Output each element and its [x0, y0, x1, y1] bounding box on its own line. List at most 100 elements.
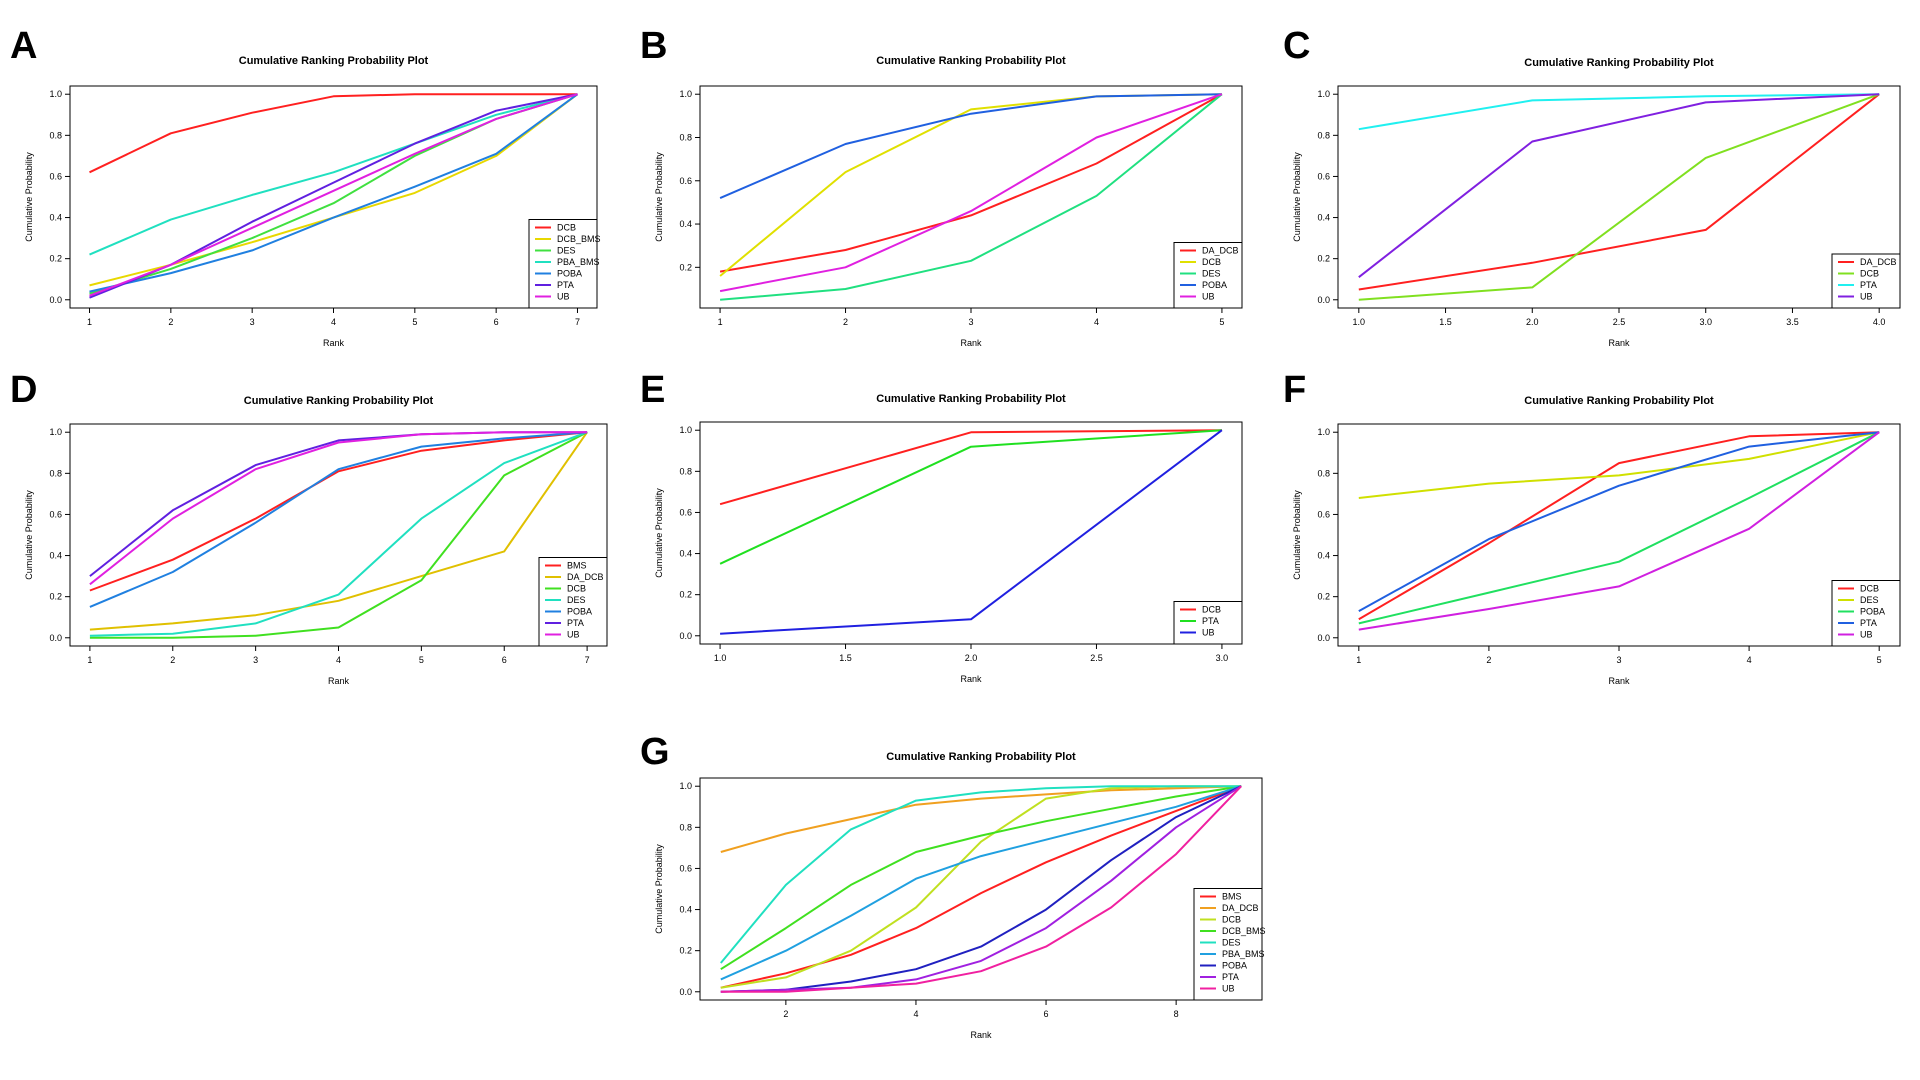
legend-box — [528, 219, 598, 309]
legend-label: DES — [1222, 938, 1241, 948]
x-tick-label: 1.0 — [714, 653, 727, 663]
legend-label: DCB — [557, 223, 576, 233]
x-tick-label: 5 — [1877, 655, 1882, 665]
x-tick-label: 3.0 — [1699, 317, 1712, 327]
x-tick-label: 3 — [1616, 655, 1621, 665]
y-axis-label: Cumulative Probability — [1292, 490, 1302, 580]
series-line-ub — [719, 93, 1223, 293]
legend-label: DES — [567, 595, 586, 605]
y-tick-label: 1.0 — [679, 425, 692, 435]
x-tick-label: 1.0 — [1353, 317, 1366, 327]
chart-panel-G: G Cumulative Ranking Probability Plot 2 4 6 8… — [640, 731, 1266, 1040]
series-line-poba — [89, 93, 579, 293]
x-axis-label: Rank — [960, 338, 982, 348]
y-axis-label: Cumulative Probability — [24, 152, 34, 242]
y-tick-label: 0.8 — [679, 466, 692, 476]
plot-frame — [1337, 423, 1901, 647]
legend-label: UB — [1222, 984, 1235, 994]
y-tick-label: 0.2 — [1317, 592, 1330, 602]
legend-label: UB — [1860, 292, 1873, 302]
x-tick-label: 1 — [87, 655, 92, 665]
y-tick-label: 1.0 — [679, 781, 692, 791]
x-tick-label: 1.5 — [1439, 317, 1452, 327]
series-line-da-dcb — [89, 431, 588, 631]
x-tick-label: 4 — [1747, 655, 1752, 665]
x-tick-label: 2.0 — [965, 653, 978, 663]
series-line-bms — [89, 431, 588, 592]
legend-label: UB — [1860, 630, 1873, 640]
series-line-pta — [1358, 431, 1880, 612]
legend-label: UB — [1202, 628, 1215, 638]
legend-label: DCB — [1202, 257, 1221, 267]
panel-letter: C — [1283, 25, 1310, 67]
x-tick-label: 5 — [1219, 317, 1224, 327]
legend-label: DCB — [1860, 584, 1879, 594]
x-tick-label: 2.0 — [1526, 317, 1539, 327]
series-line-bms — [720, 785, 1242, 989]
legend-label: DA_DCB — [567, 572, 604, 582]
y-tick-label: 0.4 — [49, 213, 62, 223]
chart-title: Cumulative Ranking Probability Plot — [1524, 395, 1714, 407]
y-tick-label: 0.2 — [1317, 254, 1330, 264]
series-line-da-dcb — [719, 93, 1223, 273]
series-line-dcb — [1358, 93, 1880, 301]
series-line-dcb — [1358, 431, 1880, 621]
y-tick-label: 0.8 — [1317, 468, 1330, 478]
legend-label: POBA — [567, 607, 592, 617]
x-tick-label: 3 — [968, 317, 973, 327]
y-axis-label: Cumulative Probability — [654, 488, 664, 578]
legend-label: DCB_BMS — [557, 234, 601, 244]
series-line-pba-bms — [720, 785, 1242, 981]
y-tick-label: 0.2 — [49, 592, 62, 602]
y-tick-label: 0.0 — [49, 295, 62, 305]
series-line-pta — [1358, 93, 1880, 131]
legend-label: DCB — [1202, 605, 1221, 615]
x-tick-label: 7 — [585, 655, 590, 665]
legend-label: DES — [557, 246, 576, 256]
panel-letter: G — [640, 731, 670, 773]
chart-panel-A: A Cumulative Ranking Probability Plot 1 2 3 4… — [10, 25, 601, 348]
panel-letter: E — [640, 369, 665, 411]
legend-label: BMS — [567, 561, 587, 571]
series-line-poba — [719, 93, 1222, 200]
x-tick-label: 3.5 — [1786, 317, 1799, 327]
y-tick-label: 0.4 — [679, 905, 692, 915]
legend-label: DA_DCB — [1222, 903, 1259, 913]
series-line-des — [89, 431, 588, 637]
y-tick-label: 0.0 — [1317, 633, 1330, 643]
series-line-ub — [720, 429, 1223, 635]
legend-label: UB — [557, 292, 570, 302]
legend-label: DCB_BMS — [1222, 926, 1266, 936]
x-axis-label: Rank — [1608, 338, 1630, 348]
x-tick-label: 4 — [331, 317, 336, 327]
chart-title: Cumulative Ranking Probability Plot — [1524, 57, 1714, 69]
legend-label: DES — [1202, 269, 1221, 279]
legend-label: POBA — [1202, 280, 1227, 290]
x-tick-label: 4 — [1094, 317, 1099, 327]
legend-label: DES — [1860, 595, 1879, 605]
panel-letter: F — [1283, 369, 1306, 411]
x-tick-label: 2 — [170, 655, 175, 665]
x-tick-label: 6 — [502, 655, 507, 665]
y-tick-label: 1.0 — [679, 89, 692, 99]
x-tick-label: 8 — [1174, 1009, 1179, 1019]
panel-letter: D — [10, 369, 37, 411]
x-axis-label: Rank — [323, 338, 345, 348]
y-tick-label: 1.0 — [1317, 89, 1330, 99]
x-axis-label: Rank — [328, 676, 350, 686]
x-tick-label: 4 — [913, 1009, 918, 1019]
y-tick-label: 0.6 — [679, 176, 692, 186]
chart-panel-D: D Cumulative Ranking Probability Plot 1 2 3 4… — [10, 369, 608, 686]
series-line-ub — [720, 785, 1242, 993]
series-line-ub — [89, 93, 578, 297]
chart-title: Cumulative Ranking Probability Plot — [876, 393, 1066, 405]
series-line-da-dcb — [1358, 93, 1880, 291]
series-line-dcb — [719, 93, 1222, 277]
legend-label: DCB — [567, 584, 586, 594]
y-tick-label: 0.4 — [1317, 213, 1330, 223]
